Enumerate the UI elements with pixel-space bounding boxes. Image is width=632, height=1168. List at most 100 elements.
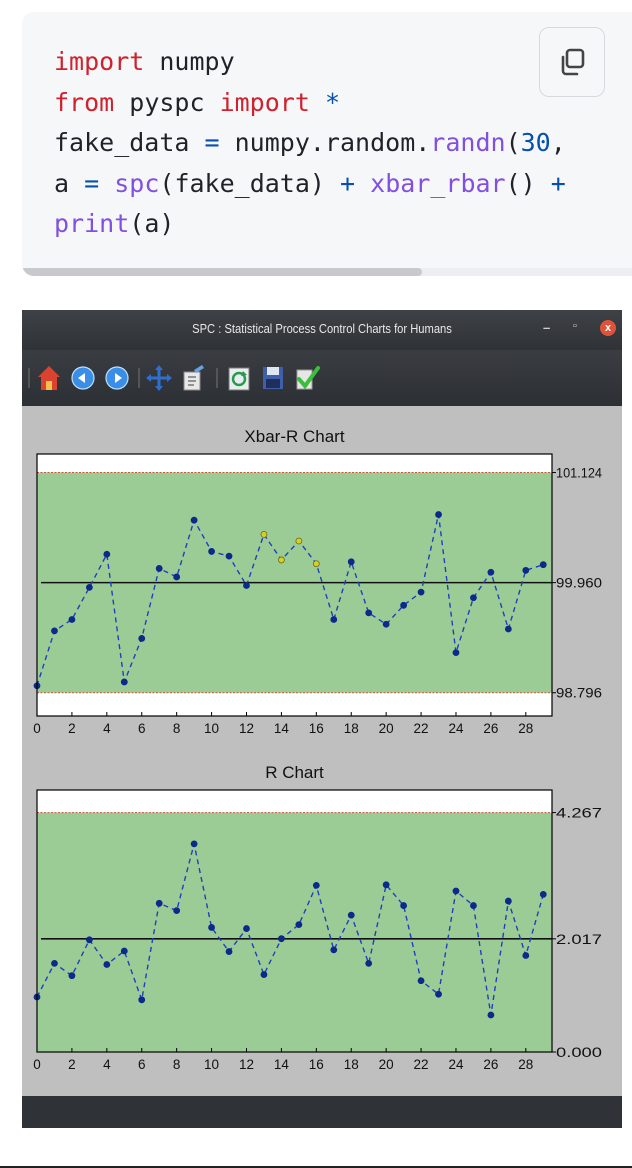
x-tick-label: 16 — [309, 1057, 324, 1072]
function-name: randn — [430, 128, 506, 157]
operator: * — [309, 87, 340, 117]
violation-point — [260, 530, 268, 538]
data-point — [138, 996, 146, 1004]
close-button[interactable]: x — [600, 320, 616, 336]
forward-icon[interactable] — [104, 364, 130, 392]
x-tick-label: 26 — [483, 721, 498, 736]
x-tick-label: 8 — [173, 721, 181, 736]
data-point — [173, 573, 181, 581]
data-point — [208, 924, 215, 931]
x-tick-label: 28 — [518, 721, 533, 736]
refresh-icon[interactable] — [226, 364, 252, 392]
keyword: from — [54, 87, 115, 117]
control-limit-label: 0.000 — [556, 1045, 602, 1060]
restore-button[interactable]: ▫ — [573, 320, 577, 332]
code-text: import numpy from pyspc import * fake_da… — [54, 42, 566, 245]
x-tick-label: 24 — [448, 721, 464, 736]
control-zone — [37, 812, 552, 1052]
status-bar — [22, 1096, 622, 1128]
plot-frame — [36, 789, 553, 1053]
data-point — [68, 616, 76, 623]
toolbar-separator — [138, 368, 140, 388]
code-line-1: import numpy — [54, 47, 235, 76]
data-point — [51, 959, 58, 967]
x-tick-label: 0 — [33, 1057, 41, 1072]
data-point — [435, 990, 442, 998]
keyword: import — [54, 47, 145, 76]
code-line-4: a = spc(fake_data) + xbar_rbar() + — [54, 169, 566, 198]
x-tick-label: 24 — [448, 1057, 464, 1072]
function-name: xbar_rbar — [370, 168, 506, 198]
data-point — [225, 552, 233, 560]
data-point — [312, 881, 320, 889]
x-tick-label: 4 — [103, 1057, 111, 1072]
control-limit-label: 2.017 — [556, 932, 602, 947]
data-point — [103, 550, 111, 558]
data-point — [330, 946, 338, 954]
x-tick-label: 6 — [138, 721, 146, 736]
data-point — [243, 925, 250, 932]
data-point — [487, 1011, 495, 1019]
back-icon[interactable] — [70, 364, 96, 392]
data-point — [470, 594, 477, 602]
violation-point — [278, 556, 285, 564]
copy-button[interactable] — [539, 27, 605, 97]
data-point — [155, 565, 163, 572]
horizontal-scrollbar[interactable] — [22, 268, 632, 276]
data-point — [51, 627, 58, 635]
data-point — [103, 961, 111, 968]
x-tick-label: 2 — [68, 721, 76, 736]
window-title: SPC : Statistical Process Control Charts… — [192, 321, 452, 336]
data-point — [120, 947, 128, 955]
code-token: () — [505, 168, 551, 198]
keyword: import — [219, 87, 310, 117]
data-point — [470, 902, 477, 909]
save-icon[interactable] — [260, 364, 286, 392]
x-tick-label: 22 — [414, 721, 429, 736]
pan-icon[interactable] — [146, 364, 172, 392]
x-tick-label: 4 — [103, 721, 111, 736]
check-icon[interactable] — [294, 364, 320, 392]
data-point — [522, 566, 530, 574]
scrollbar-thumb[interactable] — [22, 268, 422, 276]
operator: = — [84, 168, 100, 198]
x-tick-label: 20 — [379, 1057, 394, 1072]
operator: + — [550, 168, 566, 198]
control-limit-label: 99.960 — [556, 576, 602, 591]
code-block: import numpy from pyspc import * fake_da… — [22, 12, 632, 276]
data-point — [400, 601, 408, 609]
x-tick-label: 26 — [483, 1057, 498, 1072]
data-point — [417, 977, 425, 985]
page-bottom-border — [0, 1166, 632, 1168]
x-tick-label: 8 — [173, 1057, 181, 1072]
data-point — [85, 583, 93, 591]
minimize-button[interactable]: – — [543, 320, 551, 335]
x-tick-label: 16 — [309, 721, 324, 736]
home-icon[interactable] — [36, 364, 62, 392]
data-point — [347, 911, 355, 919]
x-tick-label: 18 — [344, 1057, 359, 1072]
data-point — [225, 948, 233, 955]
data-point — [190, 516, 198, 524]
data-point — [138, 635, 146, 642]
operator: = — [204, 128, 220, 157]
x-tick-label: 10 — [204, 721, 219, 736]
code-token: , — [550, 128, 566, 157]
data-point — [504, 897, 512, 905]
data-point — [173, 907, 181, 915]
x-tick-label: 0 — [33, 721, 41, 736]
edit-icon[interactable] — [180, 364, 206, 392]
window-titlebar[interactable]: SPC : Statistical Process Control Charts… — [22, 310, 622, 350]
data-point — [155, 899, 163, 907]
function-name: spc — [114, 168, 160, 198]
matplotlib-toolbar — [22, 350, 622, 406]
code-token — [355, 169, 370, 198]
data-point — [487, 568, 495, 576]
code-token — [99, 169, 114, 198]
data-point — [504, 625, 512, 633]
data-point — [120, 678, 128, 686]
toolbar-separator — [216, 368, 218, 388]
